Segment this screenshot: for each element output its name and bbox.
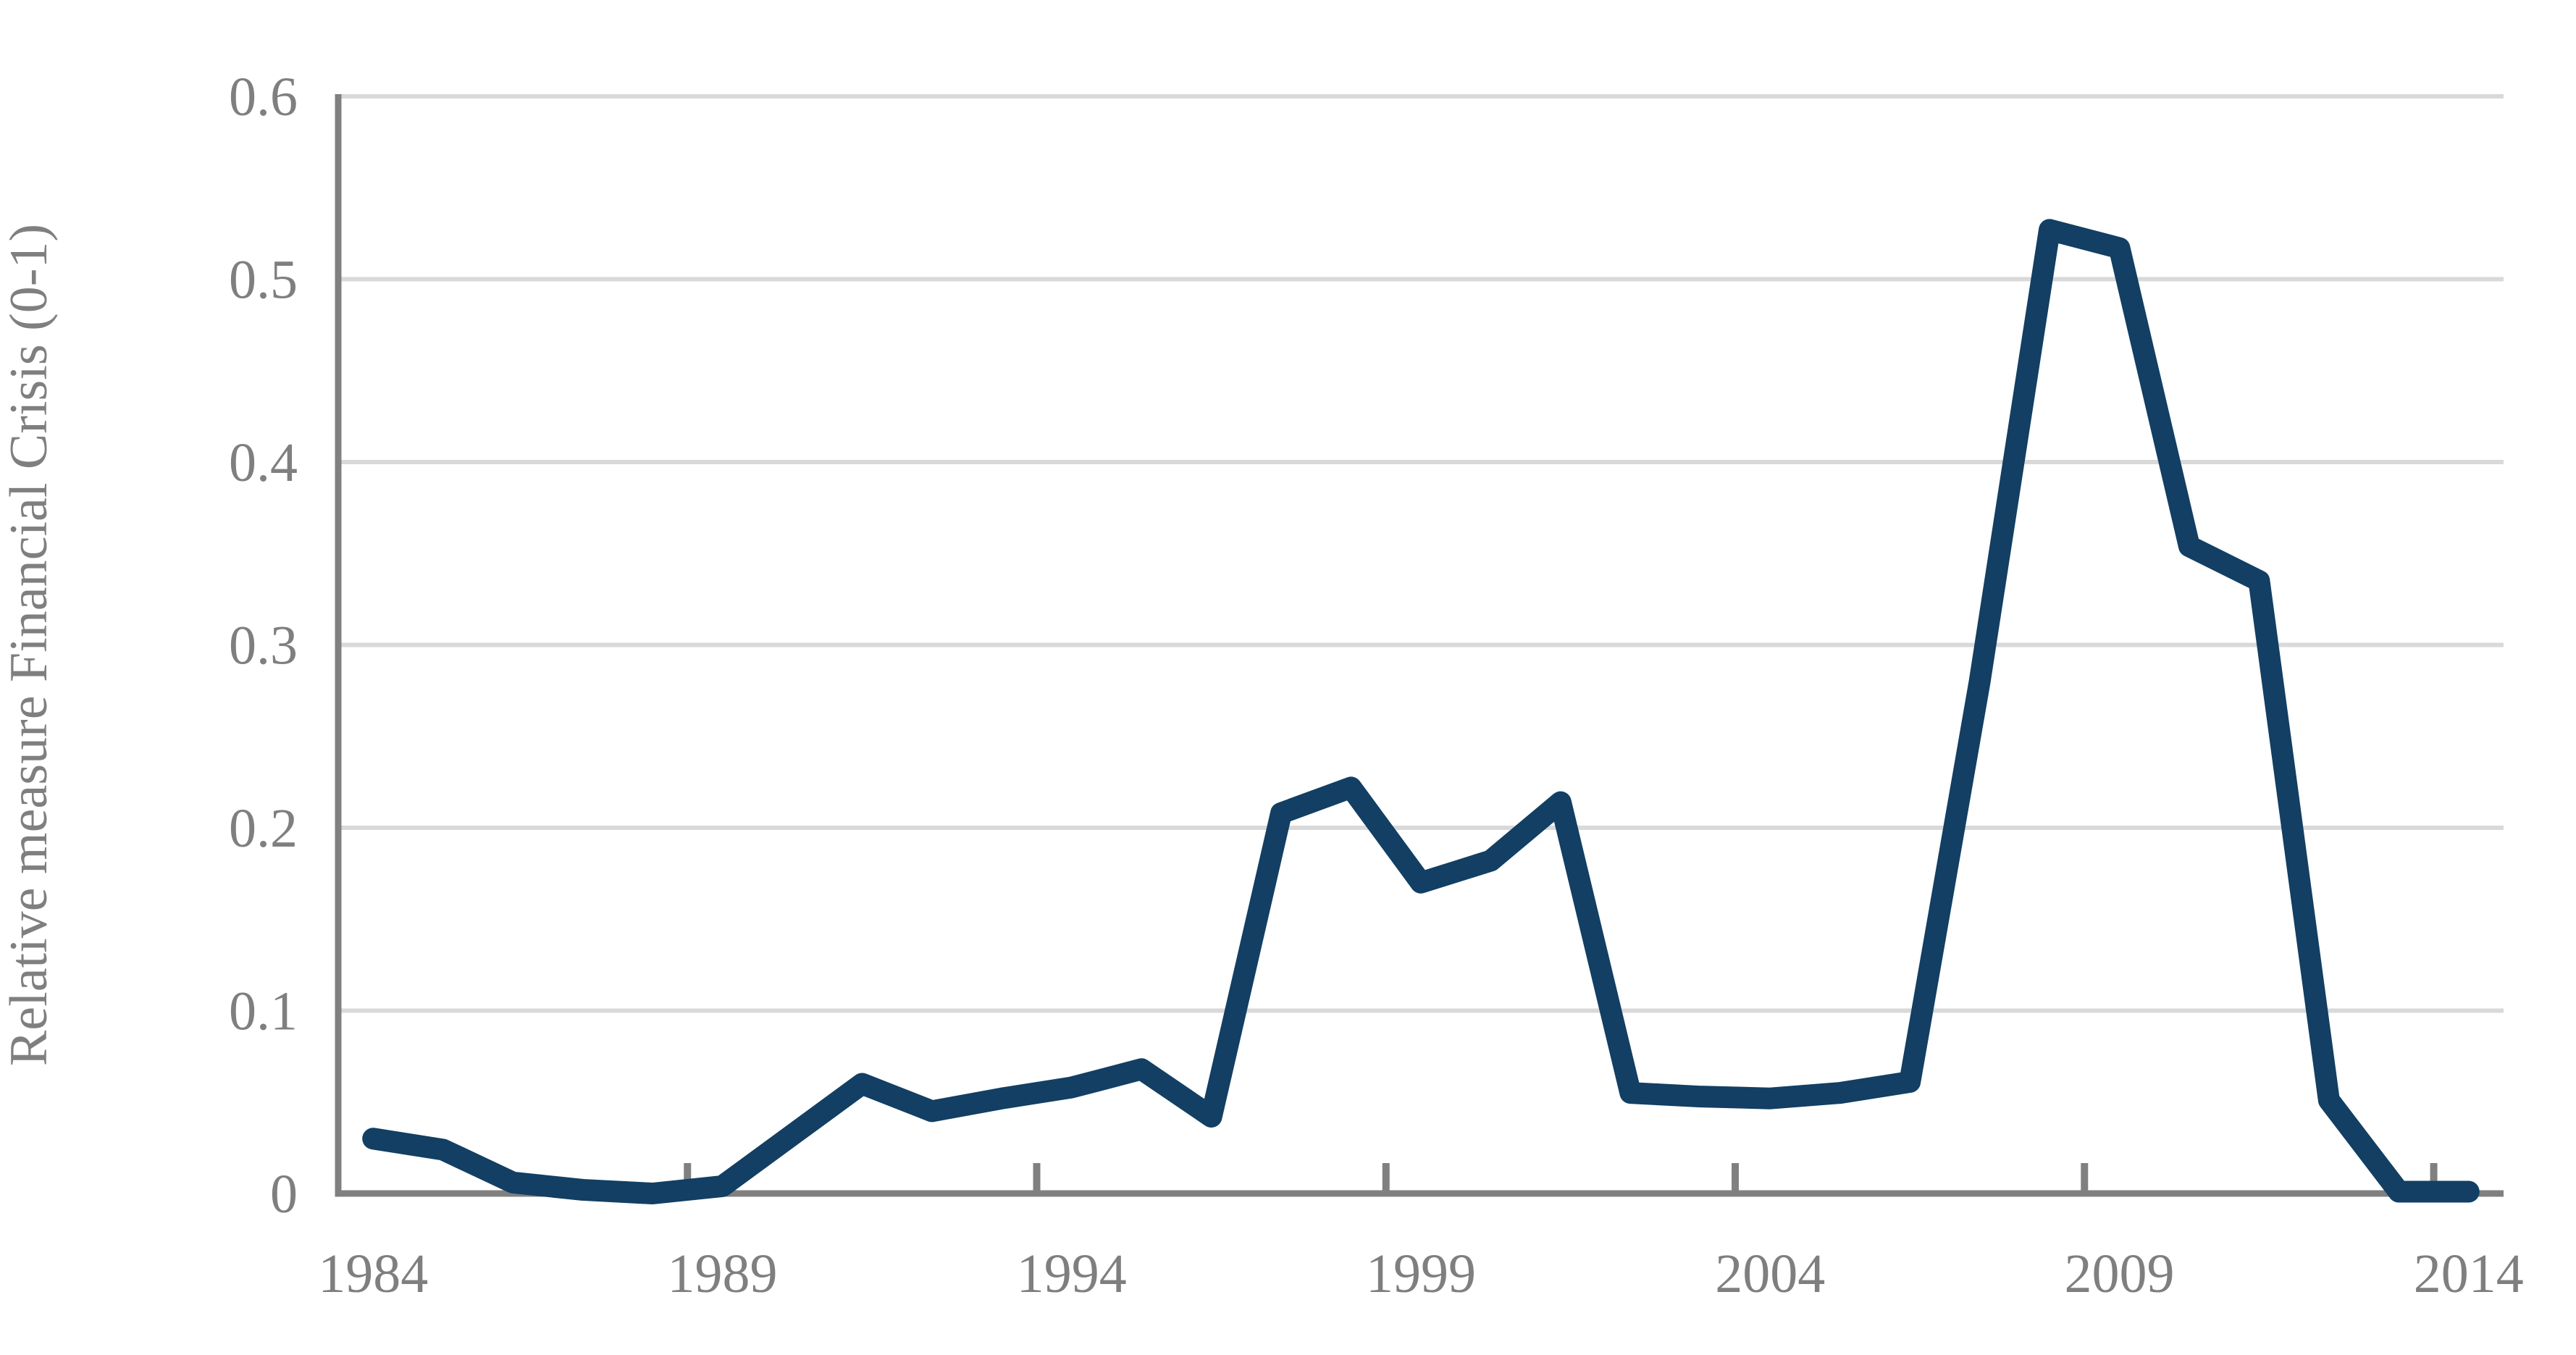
x-tick-label: 2004 <box>1715 1243 1825 1304</box>
y-axis-title: Relative measure Financial Crisis (0-1) <box>0 224 59 1066</box>
y-tick-label: 0.3 <box>229 616 298 676</box>
y-tick-label: 0 <box>270 1164 298 1225</box>
x-tick-label: 2009 <box>2065 1243 2175 1304</box>
y-tick-label: 0.1 <box>229 981 298 1042</box>
y-tick-label: 0.6 <box>229 67 298 127</box>
x-tick-label: 1984 <box>318 1243 428 1304</box>
gridlines <box>338 94 2504 1013</box>
y-tick-label: 0.4 <box>229 432 298 493</box>
x-tick-label: 1999 <box>1366 1243 1476 1304</box>
x-tick-labels: 1984 1989 1994 1999 2004 2009 2014 <box>318 1243 2524 1304</box>
y-tick-labels: 0 0.1 0.2 0.3 0.4 0.5 0.6 <box>229 67 298 1225</box>
y-tick-label: 0.2 <box>229 798 298 859</box>
x-tick-label: 1989 <box>667 1243 777 1304</box>
x-tick-label: 1994 <box>1017 1243 1127 1304</box>
crisis-series-line <box>362 219 2480 1204</box>
y-tick-label: 0.5 <box>229 250 298 311</box>
x-tick-marks <box>684 1163 2438 1194</box>
x-tick-label: 2014 <box>2414 1243 2524 1304</box>
